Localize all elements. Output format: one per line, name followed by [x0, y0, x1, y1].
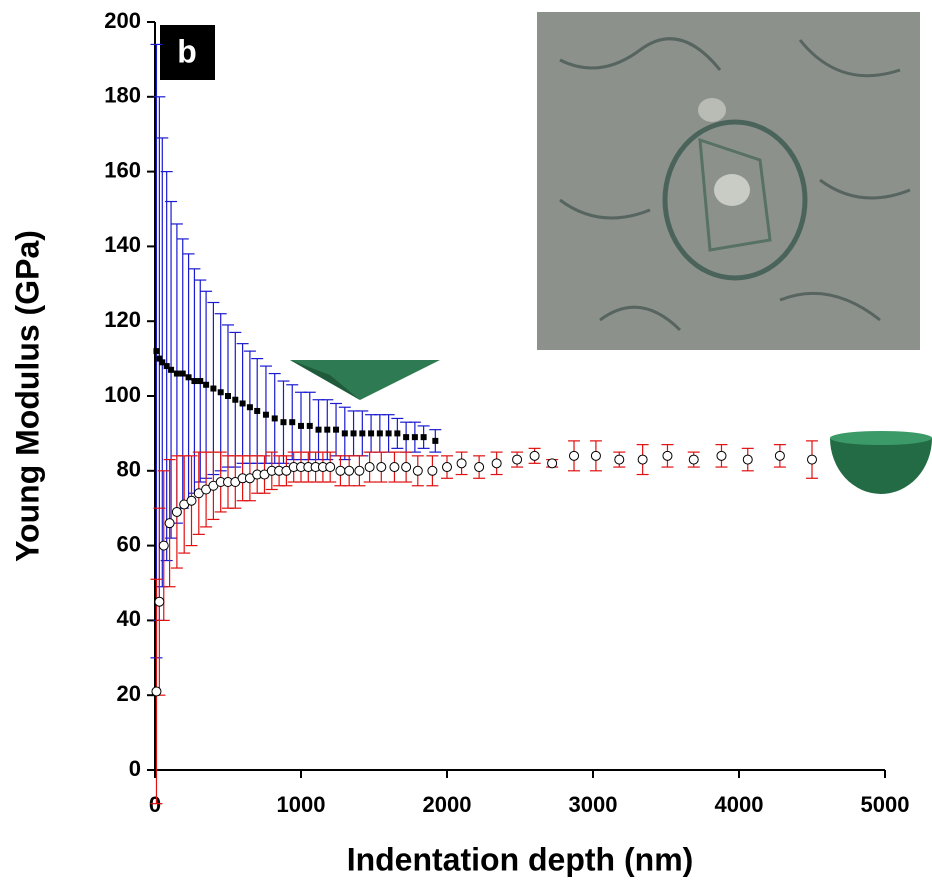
y-tick-label: 200 — [104, 8, 141, 33]
y-tick-label: 40 — [117, 606, 141, 631]
point — [432, 437, 439, 444]
y-tick-label: 80 — [117, 457, 141, 482]
point — [412, 465, 423, 476]
point — [158, 540, 169, 551]
point — [171, 506, 182, 517]
point — [512, 454, 523, 465]
panel-label-box — [160, 25, 215, 80]
point — [420, 434, 427, 441]
sphere-icon — [830, 431, 932, 494]
point — [197, 378, 204, 385]
point — [325, 462, 336, 473]
point — [333, 426, 340, 433]
point — [173, 370, 180, 377]
point — [774, 450, 785, 461]
point — [151, 686, 162, 697]
y-tick-label: 140 — [104, 232, 141, 257]
point — [179, 370, 186, 377]
y-tick-label: 180 — [104, 83, 141, 108]
point — [341, 430, 348, 437]
inset-photo — [537, 12, 920, 350]
point — [156, 355, 163, 362]
point — [716, 450, 727, 461]
berkovich-icon — [290, 360, 440, 400]
point — [401, 462, 412, 473]
y-tick-label: 100 — [104, 382, 141, 407]
point — [529, 450, 540, 461]
x-tick-label: 1000 — [277, 792, 326, 817]
point — [239, 400, 246, 407]
point — [246, 404, 253, 411]
point — [159, 359, 166, 366]
point — [411, 434, 418, 441]
y-axis-title: Young Modulus (GPa) — [9, 230, 45, 562]
point — [427, 465, 438, 476]
point — [474, 462, 485, 473]
x-tick-label: 5000 — [861, 792, 910, 817]
point — [153, 348, 160, 355]
point — [364, 462, 375, 473]
y-tick-label: 120 — [104, 307, 141, 332]
point — [217, 389, 224, 396]
point — [289, 419, 296, 426]
point — [210, 385, 217, 392]
point — [232, 396, 239, 403]
y-tick-label: 160 — [104, 157, 141, 182]
point — [389, 462, 400, 473]
point — [456, 458, 467, 469]
point — [350, 430, 357, 437]
point — [547, 458, 558, 469]
point — [376, 462, 387, 473]
point — [403, 434, 410, 441]
point — [324, 426, 331, 433]
point — [254, 407, 261, 414]
panel-label: b — [177, 33, 197, 69]
y-tick-label: 20 — [117, 681, 141, 706]
point — [185, 374, 192, 381]
y-tick-label: 0 — [129, 756, 141, 781]
point — [442, 462, 452, 473]
point — [359, 430, 366, 437]
point — [280, 419, 287, 426]
point — [807, 454, 817, 465]
point — [742, 454, 753, 465]
x-tick-label: 0 — [149, 792, 161, 817]
point — [394, 430, 401, 437]
point — [203, 381, 210, 388]
point — [368, 430, 375, 437]
point — [662, 450, 673, 461]
point — [262, 411, 269, 418]
point — [688, 454, 699, 465]
point — [186, 495, 197, 506]
point — [271, 415, 278, 422]
point — [168, 366, 175, 373]
x-tick-label: 2000 — [423, 792, 472, 817]
point — [335, 465, 346, 476]
x-axis-title: Indentation depth (nm) — [347, 841, 694, 877]
point — [376, 430, 383, 437]
point — [354, 465, 365, 476]
point — [614, 454, 625, 465]
x-tick-label: 3000 — [569, 792, 618, 817]
point — [191, 378, 198, 385]
x-tick-label: 4000 — [715, 792, 764, 817]
point — [306, 422, 313, 429]
point — [385, 430, 392, 437]
point — [298, 422, 304, 429]
point — [225, 393, 231, 399]
point — [569, 450, 580, 461]
y-tick-label: 60 — [117, 531, 141, 556]
point — [164, 518, 175, 529]
point — [344, 465, 355, 476]
point — [154, 596, 165, 607]
point — [315, 426, 322, 433]
point — [590, 450, 601, 461]
point — [491, 458, 502, 469]
point — [637, 454, 648, 465]
point — [163, 363, 170, 370]
